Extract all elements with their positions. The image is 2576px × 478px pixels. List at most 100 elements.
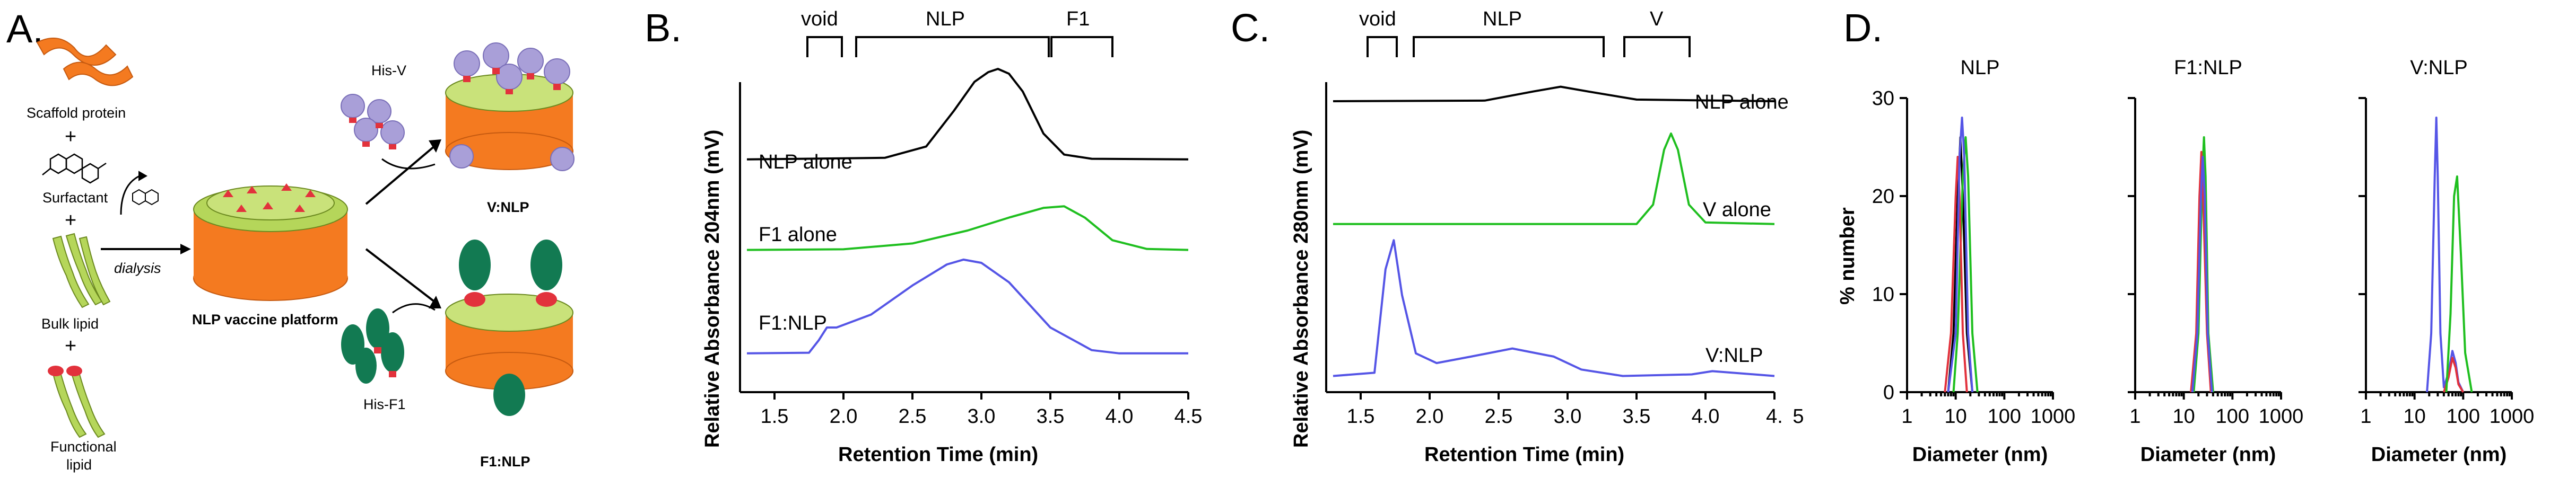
dls-subplot-1: F1:NLP 1 10 100 1000 Diameter (nm): [2128, 57, 2303, 466]
panel-c-trace-nlp-alone: [1333, 85, 1775, 102]
label-surfactant: Surfactant: [42, 190, 108, 206]
dls-xtick-label-2-3: 1000: [2490, 405, 2535, 428]
panel-b-xtick-label-3: 3.0: [968, 405, 996, 428]
his-f1-tags: [374, 347, 396, 377]
panel-d: D. % number NLP 0 10 20 30 1 10 100 1000 Diameter…: [1837, 6, 2534, 466]
label-bulk-lipid: Bulk lipid: [41, 316, 99, 332]
dls-xtick-label-0-0: 1: [1901, 405, 1912, 428]
dls-trace-1-blue: [2191, 156, 2213, 393]
label-his-v: His-V: [371, 63, 406, 78]
surfactant-removal-icon: [120, 171, 159, 215]
functional-lipid-icon: [48, 366, 106, 438]
panel-c-xlabel: Retention Time (min): [1424, 444, 1624, 466]
his-v-tags: [349, 118, 396, 149]
dls-xtick-label-2-2: 100: [2447, 405, 2480, 428]
dls-xtick-label-0-1: 10: [1945, 405, 1967, 428]
panel-c-xtick-label-4: 3.5: [1623, 405, 1651, 428]
trace-label-nlp-alone-b: NLP alone: [759, 151, 852, 173]
scaffold-protein-icon: [36, 38, 117, 66]
dls-xlabel-2: Diameter (nm): [2371, 444, 2507, 466]
dls-xtick-label-1-0: 1: [2129, 405, 2140, 428]
panel-b-trace-f1-alone: [746, 205, 1189, 251]
dls-trace-0-blue: [1947, 117, 1974, 393]
fraction-v-c: V: [1650, 8, 1664, 30]
panel-c-xtick-label-0: 1.5: [1347, 405, 1375, 428]
dls-title-1: F1:NLP: [2174, 57, 2242, 79]
dls-subplot-2: V:NLP 1 10 100 1000 Diameter (nm): [2359, 57, 2534, 466]
panel-c-xtick-label-6: 4.: [1766, 405, 1783, 428]
panel-b-fraction-brackets: [806, 36, 1113, 57]
panel-c-xticks: 1.5 2.0 2.5 3.0 3.5 4.0 4. 5: [1347, 392, 1804, 428]
f1-nlp-particle-icon: [445, 240, 573, 416]
panel-c-letter: C.: [1231, 6, 1270, 50]
panel-c-xtick-label-3: 3.0: [1554, 405, 1582, 428]
surfactant-icon: [42, 153, 107, 184]
panel-b-xtick-label-1: 2.0: [830, 405, 858, 428]
dls-title-0: NLP: [1961, 57, 2000, 79]
curved-arrow-f1: [392, 303, 436, 314]
his-v-protein-icon: [341, 94, 405, 145]
dls-subplot-0: NLP 0 10 20 30 1 10 100 1000 Diameter (nm): [1872, 57, 2076, 466]
plus-3: +: [65, 335, 76, 357]
panel-b-xtick-label-6: 4.5: [1174, 405, 1203, 428]
dls-xtick-label-2-0: 1: [2360, 405, 2371, 428]
panel-b-ylabel: Relative Absorbance 204nm (mV): [701, 130, 724, 448]
panel-b-xtick-label-5: 4.0: [1106, 405, 1134, 428]
fraction-nlp-b: NLP: [926, 8, 965, 30]
panel-b-trace-f1-nlp: [746, 258, 1188, 355]
panel-c-traces: [1333, 85, 1775, 377]
arrowhead-f1: [429, 296, 441, 308]
label-his-f1: His-F1: [363, 396, 406, 412]
panel-d-ylabel: % number: [1837, 207, 1859, 305]
panel-c-fraction-brackets: [1367, 36, 1691, 57]
dls-xtick-label-1-2: 100: [2216, 405, 2249, 428]
panel-b-traces: [746, 68, 1189, 355]
panel-b-letter: B.: [645, 6, 682, 50]
panel-c-xtick-label-7: 5: [1792, 405, 1804, 428]
plus-2: +: [65, 209, 76, 232]
panel-b-xtick-label-2: 2.5: [899, 405, 927, 428]
panel-b: B. Relative Absorbance 204nm (mV) 1.5 2.0…: [645, 6, 1202, 466]
dialysis-arrowhead: [180, 244, 191, 254]
his-f1-protein-icon: [341, 308, 404, 384]
panel-b-xtick-label-4: 3.5: [1037, 405, 1065, 428]
dls-xtick-label-1-1: 10: [2173, 405, 2195, 428]
trace-label-v-nlp-c: V:NLP: [1705, 344, 1763, 367]
panel-d-subplots: NLP 0 10 20 30 1 10 100 1000 Diameter (nm) F1:NLP 1…: [1872, 57, 2535, 466]
curved-arrow-v: [381, 158, 436, 170]
label-functional-lipid-1: Functional: [50, 439, 117, 455]
fraction-void-c: void: [1359, 8, 1396, 30]
label-functional-lipid-2: lipid: [66, 457, 92, 473]
label-nlp-platform: NLP vaccine platform: [192, 312, 338, 327]
trace-label-f1-nlp-b: F1:NLP: [759, 312, 827, 334]
panel-c-xtick-label-5: 4.0: [1692, 405, 1720, 428]
panel-d-letter: D.: [1843, 6, 1883, 50]
label-dialysis: dialysis: [114, 260, 161, 276]
panel-c-ylabel: Relative Absorbance 280nm (mV): [1290, 130, 1312, 448]
fraction-void-b: void: [801, 8, 838, 30]
arrow-to-v-nlp: [365, 145, 436, 205]
v-nlp-particle-icon: [445, 42, 575, 171]
dls-trace-0-red: [1944, 156, 1968, 393]
arrowhead-v: [429, 139, 441, 153]
dls-title-2: V:NLP: [2410, 57, 2467, 79]
panel-c-trace-v-nlp: [1333, 239, 1775, 377]
dls-ytick-label-0: 0: [1883, 382, 1894, 404]
panel-c-xtick-label-2: 2.5: [1485, 405, 1513, 428]
nlp-platform-icon: [193, 183, 348, 301]
panel-c: C. Relative Absorbance 280nm (mV) 1.5 2.0…: [1231, 6, 1804, 466]
panel-b-xtick-label-0: 1.5: [761, 405, 789, 428]
dls-xlabel-0: Diameter (nm): [1912, 444, 2048, 466]
panel-c-xtick-label-1: 2.0: [1416, 405, 1444, 428]
dls-xtick-label-0-3: 1000: [2031, 405, 2076, 428]
panel-a: A. Scaffold protein + Surfactant + Bulk …: [6, 7, 575, 473]
dls-trace-2-green: [2445, 175, 2473, 393]
dls-xlabel-1: Diameter (nm): [2140, 444, 2276, 466]
trace-label-v-alone-c: V alone: [1703, 199, 1771, 221]
plus-1: +: [65, 126, 76, 148]
scaffold-protein-icon-2: [63, 61, 134, 86]
arrow-to-f1-nlp: [365, 248, 436, 303]
bulk-lipid-icon: [52, 233, 111, 308]
fraction-f1-b: F1: [1066, 8, 1090, 30]
panel-c-trace-v-alone: [1333, 132, 1775, 225]
